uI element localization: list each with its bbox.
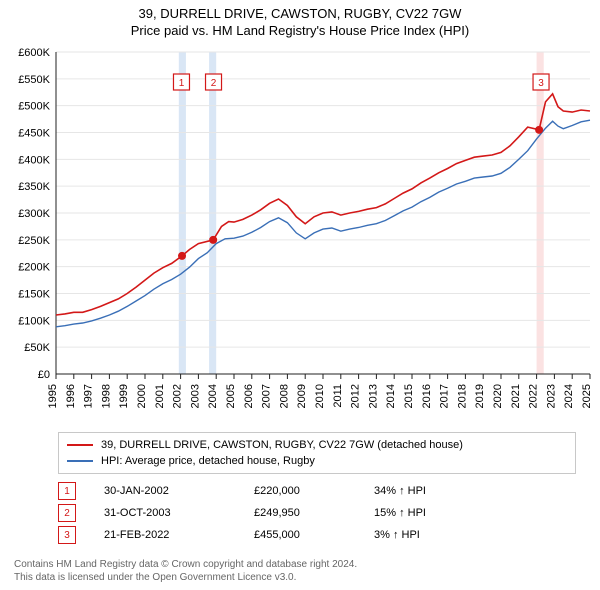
svg-text:2023: 2023: [545, 384, 557, 408]
legend-label: 39, DURRELL DRIVE, CAWSTON, RUGBY, CV22 …: [101, 437, 463, 453]
svg-text:2005: 2005: [225, 384, 237, 408]
svg-text:2001: 2001: [154, 384, 166, 408]
svg-text:2019: 2019: [474, 384, 486, 408]
svg-text:2002: 2002: [172, 384, 184, 408]
marker-number-box: 3: [58, 526, 76, 544]
svg-text:£0: £0: [38, 369, 50, 381]
legend: 39, DURRELL DRIVE, CAWSTON, RUGBY, CV22 …: [58, 432, 576, 474]
svg-text:1999: 1999: [118, 384, 130, 408]
marker-delta: 3% ↑ HPI: [374, 529, 494, 541]
marker-table: 1 30-JAN-2002£220,00034% ↑ HPI 2 31-OCT-200…: [58, 480, 588, 546]
svg-text:£500K: £500K: [18, 101, 50, 113]
marker-price: £249,950: [254, 507, 374, 519]
svg-text:2012: 2012: [350, 384, 362, 408]
svg-text:1996: 1996: [65, 384, 77, 408]
svg-text:£150K: £150K: [18, 289, 50, 301]
legend-swatch: [67, 444, 93, 446]
marker-row: 1 30-JAN-2002£220,00034% ↑ HPI: [58, 480, 588, 502]
svg-text:2003: 2003: [189, 384, 201, 408]
svg-text:2011: 2011: [332, 384, 344, 408]
svg-text:2004: 2004: [207, 384, 219, 408]
chart-area: £0 £50K £100K £150K £200K £250K £300K £350K £400…: [0, 44, 600, 424]
title-line-1: 39, DURRELL DRIVE, CAWSTON, RUGBY, CV22 …: [0, 6, 600, 21]
marker-number-box: 1: [58, 482, 76, 500]
marker-date: 21-FEB-2022: [104, 529, 254, 541]
svg-text:£600K: £600K: [18, 47, 50, 59]
marker-row: 2 31-OCT-2003£249,95015% ↑ HPI: [58, 502, 588, 524]
legend-label: HPI: Average price, detached house, Rugb…: [101, 453, 315, 469]
svg-text:2010: 2010: [314, 384, 326, 408]
marker-delta: 15% ↑ HPI: [374, 507, 494, 519]
svg-text:2: 2: [211, 78, 217, 89]
svg-text:2021: 2021: [510, 384, 522, 408]
svg-text:2015: 2015: [403, 384, 415, 408]
svg-text:2007: 2007: [261, 384, 273, 408]
svg-text:1: 1: [179, 78, 185, 89]
footer-line-2: This data is licensed under the Open Gov…: [14, 571, 594, 584]
attribution-footer: Contains HM Land Registry data © Crown c…: [10, 556, 598, 586]
svg-text:£300K: £300K: [18, 208, 50, 220]
svg-text:2024: 2024: [563, 384, 575, 408]
marker-number-box: 2: [58, 504, 76, 522]
svg-text:2008: 2008: [278, 384, 290, 408]
svg-text:2006: 2006: [243, 384, 255, 408]
footer-line-1: Contains HM Land Registry data © Crown c…: [14, 558, 594, 571]
legend-row: 39, DURRELL DRIVE, CAWSTON, RUGBY, CV22 …: [67, 437, 567, 453]
svg-text:3: 3: [538, 78, 544, 89]
svg-text:£50K: £50K: [24, 342, 50, 354]
marker-price: £455,000: [254, 529, 374, 541]
svg-text:2009: 2009: [296, 384, 308, 408]
svg-text:£450K: £450K: [18, 128, 50, 140]
legend-row: HPI: Average price, detached house, Rugb…: [67, 453, 567, 469]
marker-delta: 34% ↑ HPI: [374, 485, 494, 497]
legend-swatch: [67, 460, 93, 462]
marker-date: 31-OCT-2003: [104, 507, 254, 519]
marker-price: £220,000: [254, 485, 374, 497]
svg-text:2025: 2025: [581, 384, 593, 408]
svg-text:£200K: £200K: [18, 262, 50, 274]
svg-text:2020: 2020: [492, 384, 504, 408]
svg-text:1997: 1997: [83, 384, 95, 408]
svg-text:1995: 1995: [47, 384, 59, 408]
line-chart: £0 £50K £100K £150K £200K £250K £300K £350K £400…: [0, 44, 600, 424]
svg-text:£550K: £550K: [18, 74, 50, 86]
svg-text:2014: 2014: [385, 384, 397, 408]
svg-text:£250K: £250K: [18, 235, 50, 247]
svg-text:2013: 2013: [367, 384, 379, 408]
marker-row: 3 21-FEB-2022£455,0003% ↑ HPI: [58, 524, 588, 546]
svg-text:2018: 2018: [456, 384, 468, 408]
svg-text:£100K: £100K: [18, 315, 50, 327]
chart-title: 39, DURRELL DRIVE, CAWSTON, RUGBY, CV22 …: [0, 0, 600, 38]
svg-text:2017: 2017: [439, 384, 451, 408]
svg-text:£350K: £350K: [18, 181, 50, 193]
svg-text:1998: 1998: [100, 384, 112, 408]
svg-text:£400K: £400K: [18, 154, 50, 166]
svg-text:2016: 2016: [421, 384, 433, 408]
title-line-2: Price paid vs. HM Land Registry's House …: [0, 23, 600, 38]
svg-text:2022: 2022: [528, 384, 540, 408]
svg-text:2000: 2000: [136, 384, 148, 408]
marker-date: 30-JAN-2002: [104, 485, 254, 497]
